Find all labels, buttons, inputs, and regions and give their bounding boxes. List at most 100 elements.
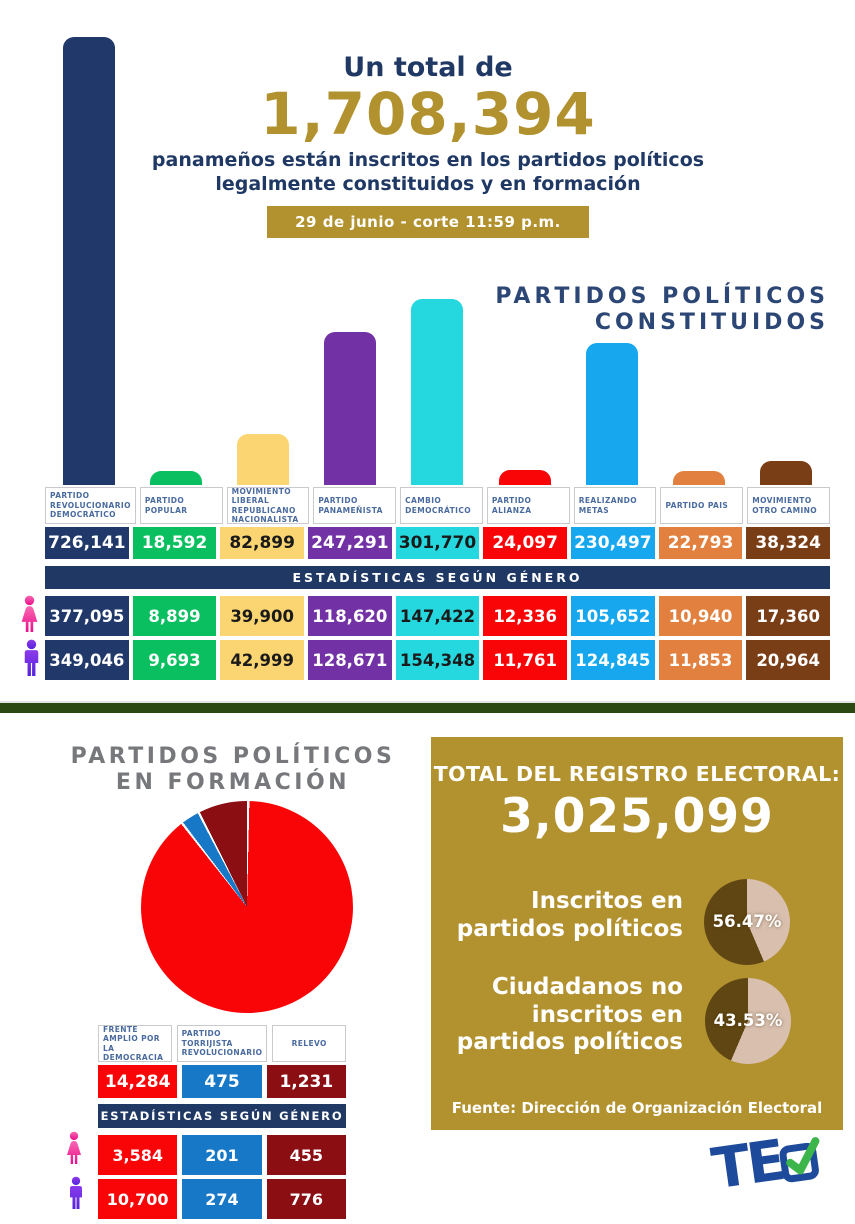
party-female-count: 201 xyxy=(182,1135,262,1175)
party-male-count: 42,999 xyxy=(220,640,304,680)
te-logo-text: TE xyxy=(707,1128,787,1203)
party-female-count: 105,652 xyxy=(570,596,655,636)
party-male-count: 124,845 xyxy=(570,640,655,680)
bar-partido-panamenista xyxy=(324,332,377,485)
formation-total-row: 14,284 475 1,231 xyxy=(98,1065,346,1098)
party-name: PARTIDO REVOLUCIONARIO DEMOCRÁTICO xyxy=(45,487,136,524)
formation-male-row: 10,700 274 776 xyxy=(98,1179,346,1219)
formation-table: FRENTE AMPLIO POR LA DEMOCRACIA PARTIDO … xyxy=(98,1025,346,1219)
bar-partido-popular xyxy=(149,471,202,485)
not-inscribed-pie-chart xyxy=(705,978,791,1064)
party-name: MOVIMIENTO LIBERAL REPUBLICANO NACIONALI… xyxy=(226,487,310,524)
header-subtitle: panameños están inscritos en los partido… xyxy=(151,149,705,195)
party-total: 1,231 xyxy=(266,1065,346,1098)
party-male-count: 776 xyxy=(266,1179,346,1219)
party-name: REALIZANDO METAS xyxy=(573,487,657,524)
male-icon xyxy=(18,636,45,680)
party-male-count: 274 xyxy=(182,1179,262,1219)
registry-title: TOTAL DEL REGISTRO ELECTORAL: xyxy=(433,762,841,786)
female-row: 377,095 8,899 39,900 118,620 147,422 12,… xyxy=(45,596,830,636)
party-total: 301,770 xyxy=(395,527,480,559)
party-male-count: 11,761 xyxy=(483,640,567,680)
formation-title-line2: EN FORMACIÓN xyxy=(115,770,351,796)
formation-pie-chart xyxy=(141,801,353,1013)
party-total: 18,592 xyxy=(132,527,217,559)
party-female-count: 8,899 xyxy=(132,596,217,636)
constituted-title: PARTIDOS POLÍTICOS CONSTITUIDOS xyxy=(495,284,829,336)
green-divider xyxy=(0,701,855,713)
source-text: Fuente: Dirección de Organización Electo… xyxy=(451,1099,823,1117)
constituted-title-line1: PARTIDOS POLÍTICOS xyxy=(495,284,829,309)
constituted-bar-chart xyxy=(45,37,830,485)
formation-header-row: FRENTE AMPLIO POR LA DEMOCRACIA PARTIDO … xyxy=(98,1025,346,1062)
date-badge: 29 de junio - corte 11:59 p.m. xyxy=(267,205,589,238)
bar-cambio-democratico xyxy=(411,299,464,485)
header-prefix: Un total de xyxy=(343,52,513,83)
party-name: PARTIDO PANAMEÑISTA xyxy=(313,487,397,524)
formation-title-line1: PARTIDOS POLÍTICOS xyxy=(70,744,396,769)
formation-title: PARTIDOS POLÍTICOS EN FORMACIÓN xyxy=(38,744,428,797)
party-female-count: 12,336 xyxy=(483,596,567,636)
party-male-count: 20,964 xyxy=(746,640,830,680)
header-total: 1,708,394 xyxy=(260,80,596,148)
party-total: 38,324 xyxy=(746,527,830,559)
party-total: 14,284 xyxy=(98,1065,178,1098)
checkbox-check-icon xyxy=(780,1137,820,1183)
female-icon xyxy=(16,592,43,636)
party-female-count: 17,360 xyxy=(746,596,830,636)
party-name: CAMBIO DEMOCRÁTICO xyxy=(400,487,483,524)
party-total-row: 726,141 18,592 82,899 247,291 301,770 24… xyxy=(45,527,830,559)
male-row: 349,046 9,693 42,999 128,671 154,348 11,… xyxy=(45,640,830,680)
male-icon xyxy=(64,1173,88,1213)
party-male-count: 349,046 xyxy=(45,640,129,680)
party-female-count: 377,095 xyxy=(45,596,129,636)
party-name: PARTIDO PAIS xyxy=(660,487,744,524)
bar-partido-alianza xyxy=(498,470,551,485)
party-total: 24,097 xyxy=(483,527,567,559)
gender-stats-header: ESTADÍSTICAS SEGÚN GÉNERO xyxy=(45,566,830,589)
party-female-count: 118,620 xyxy=(307,596,392,636)
party-male-count: 10,700 xyxy=(98,1179,178,1219)
party-name: MOVIMIENTO OTRO CAMINO xyxy=(747,487,830,524)
party-name: PARTIDO ALIANZA xyxy=(486,487,570,524)
party-female-count: 147,422 xyxy=(395,596,480,636)
formation-female-row: 3,584 201 455 xyxy=(98,1135,346,1175)
bar-partido-pais xyxy=(673,471,726,485)
party-male-count: 154,348 xyxy=(395,640,480,680)
party-male-count: 9,693 xyxy=(132,640,217,680)
inscribed-pie-chart xyxy=(704,879,790,965)
inscribed-label: Inscritos en partidos políticos xyxy=(456,888,683,942)
bar-partido-revolucionario-democratico xyxy=(62,37,115,485)
not-inscribed-percentage: 43.53% xyxy=(713,1011,783,1030)
party-name: FRENTE AMPLIO POR LA DEMOCRACIA xyxy=(98,1025,172,1062)
party-name: PARTIDO POPULAR xyxy=(139,487,223,524)
bar-molirena xyxy=(237,434,290,485)
party-name: RELEVO xyxy=(272,1025,346,1062)
header-block: Un total de 1,708,394 panameños están in… xyxy=(128,52,728,238)
party-female-count: 455 xyxy=(266,1135,346,1175)
party-total: 82,899 xyxy=(220,527,304,559)
party-female-count: 10,940 xyxy=(658,596,743,636)
te-logo: TE xyxy=(707,1128,825,1203)
constituted-table: PARTIDO REVOLUCIONARIO DEMOCRÁTICO PARTI… xyxy=(45,487,830,680)
party-female-count: 3,584 xyxy=(98,1135,178,1175)
registry-box: TOTAL DEL REGISTRO ELECTORAL: 3,025,099 … xyxy=(431,737,843,1130)
constituted-title-line2: CONSTITUIDOS xyxy=(594,309,829,335)
party-name: PARTIDO TORRIJISTA REVOLUCIONARIO xyxy=(176,1025,268,1062)
inscribed-percentage: 56.47% xyxy=(712,912,782,931)
gender-stats-header: ESTADÍSTICAS SEGÚN GÉNERO xyxy=(98,1104,346,1128)
party-female-count: 39,900 xyxy=(220,596,304,636)
party-total: 22,793 xyxy=(658,527,743,559)
party-total: 230,497 xyxy=(570,527,655,559)
not-inscribed-label: Ciudadanos no inscritos en partidos polí… xyxy=(456,974,683,1056)
bar-realizando-metas xyxy=(585,343,638,485)
party-male-count: 11,853 xyxy=(658,640,743,680)
registry-total: 3,025,099 xyxy=(500,789,774,844)
bar-movimiento-otro-camino xyxy=(760,461,813,485)
party-total: 247,291 xyxy=(307,527,392,559)
party-total: 475 xyxy=(182,1065,262,1098)
party-total: 726,141 xyxy=(45,527,129,559)
female-icon xyxy=(62,1128,86,1168)
party-header-row: PARTIDO REVOLUCIONARIO DEMOCRÁTICO PARTI… xyxy=(45,487,830,524)
